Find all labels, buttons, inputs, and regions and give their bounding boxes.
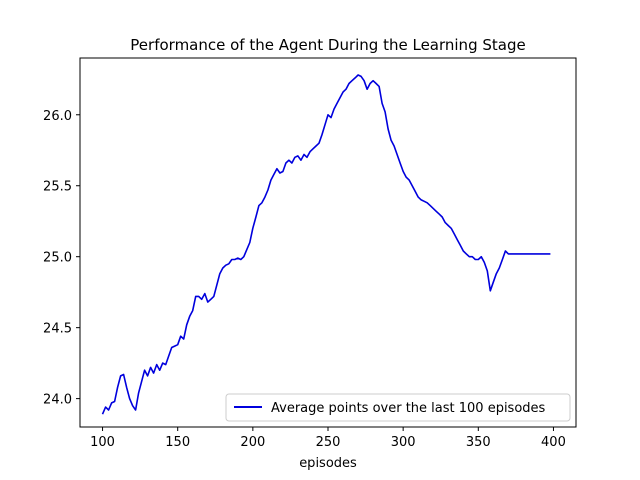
plot-area xyxy=(101,74,551,415)
series-line xyxy=(101,74,551,415)
legend-label: Average points over the last 100 episode… xyxy=(271,401,546,416)
x-axis-label: episodes xyxy=(299,456,357,471)
x-tick-label: 150 xyxy=(165,435,190,450)
x-tick-label: 100 xyxy=(90,435,115,450)
x-tick-label: 250 xyxy=(316,435,341,450)
y-tick-label: 26.0 xyxy=(43,109,72,124)
x-tick-label: 200 xyxy=(240,435,265,450)
legend-box xyxy=(225,393,571,422)
chart-title: Performance of the Agent During the Lear… xyxy=(130,36,525,54)
axes: 100 150 200 250 300 350 400 24.0 24.5 25.0 25.5 26.… xyxy=(43,109,566,450)
x-tick-label: 400 xyxy=(541,435,566,450)
y-tick-label: 24.0 xyxy=(43,393,72,408)
legend: Average points over the last 100 episode… xyxy=(225,393,571,422)
x-tick-label: 300 xyxy=(391,435,416,450)
y-tick-label: 24.5 xyxy=(43,322,72,337)
x-tick-label: 350 xyxy=(466,435,491,450)
y-tick-label: 25.0 xyxy=(43,251,72,266)
y-tick-label: 25.5 xyxy=(43,180,72,195)
